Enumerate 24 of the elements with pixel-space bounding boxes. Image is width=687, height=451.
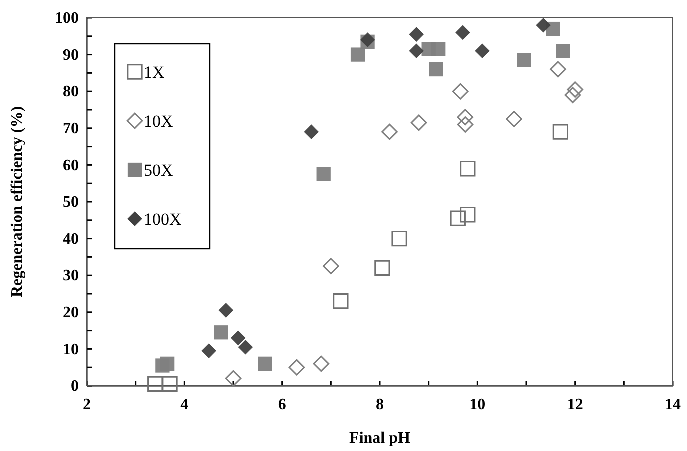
x-tick-label: 12 [567,396,584,414]
legend-label: 1X [144,63,165,82]
x-tick-label: 14 [665,396,681,414]
x-tick-label: 6 [278,396,286,414]
y-axis-title: Regeneration efficiency (%) [9,106,26,298]
y-tick-label: 60 [63,157,79,174]
y-tick-label: 30 [63,268,79,285]
legend-label: 50X [144,161,174,180]
y-tick-label: 80 [63,84,79,101]
x-tick-label: 2 [83,396,91,414]
y-tick-label: 40 [63,230,79,248]
y-tick-label: 70 [63,120,79,138]
x-tick-label: 8 [376,396,384,414]
y-tick-label: 10 [63,341,79,358]
x-tick-label: 10 [470,396,486,414]
y-tick-label: 100 [55,10,79,28]
y-tick-label: 20 [63,304,79,322]
x-tick-label: 4 [180,396,189,414]
legend-label: 100X [144,210,182,229]
y-tick-label: 90 [63,46,79,64]
legend-label: 10X [144,112,174,131]
y-tick-label: 50 [63,194,79,212]
y-tick-label: 0 [71,378,79,396]
x-axis-title: Final pH [350,430,412,447]
